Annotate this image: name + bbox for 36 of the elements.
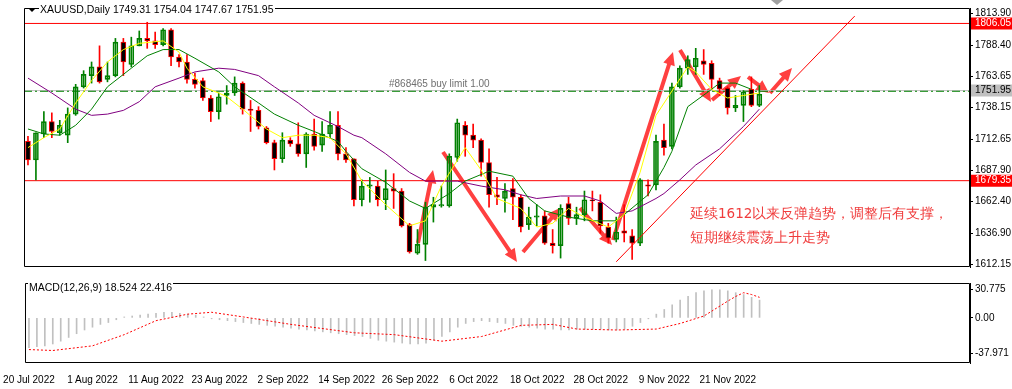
y-tick-label: 1813.90 [975,7,1012,19]
ref-line-label: 1806.05 [975,17,1012,29]
annotation: 延续1612以来反弹趋势，调整后有支撑， [690,204,949,222]
y-tick-label: 1763.65 [975,69,1012,81]
x-tick-label: 14 Sep 2022 [318,373,376,385]
x-tick-label: 20 Jul 2022 [3,373,56,385]
x-tick-label: 2 Sep 2022 [257,373,310,385]
chart-title: MACD(12,26,9) 18.524 22.416 [28,281,174,293]
y-tick-label: 1612.15 [975,257,1012,269]
x-tick-label: 9 Nov 2022 [638,373,691,385]
y-tick-label: 1636.90 [975,227,1012,239]
y-tick-label: 1788.40 [975,39,1012,51]
candlestick [621,204,628,243]
x-tick-label: 1 Aug 2022 [67,373,119,385]
x-tick-label: 6 Oct 2022 [449,373,499,385]
x-tick-label: 23 Aug 2022 [191,373,249,385]
x-tick-label: 18 Oct 2022 [509,373,565,385]
x-tick-label: 28 Oct 2022 [573,373,629,385]
x-tick-label: 11 Aug 2022 [128,373,185,385]
ref-line-label: #868465 buy limit 1.00 [389,78,491,90]
y-tick-label: 1738.15 [975,101,1012,113]
ref-line-label: 1679.35 [975,174,1012,186]
candlestick [470,123,476,148]
line-series [28,292,761,352]
y-tick-label: 1712.65 [975,133,1012,145]
y-tick-label: 1662.40 [975,195,1012,207]
x-tick-label: 26 Sep 2022 [381,373,439,385]
annotation: 短期继续震荡上升走势 [690,228,830,246]
y-tick-label: 0.00 [975,311,995,323]
x-tick-label: 21 Nov 2022 [699,373,757,385]
candlestick [700,49,707,75]
y-tick-label: -37.971 [975,347,1010,359]
y-tick-label: 1687.90 [975,163,1012,175]
chart-title: XAUUSD,Daily 1749.31 1754.04 1747.67 1751.95 [39,3,275,15]
y-tick-label: 30.775 [975,282,1007,294]
ref-line-label: 1751.95 [975,84,1012,96]
